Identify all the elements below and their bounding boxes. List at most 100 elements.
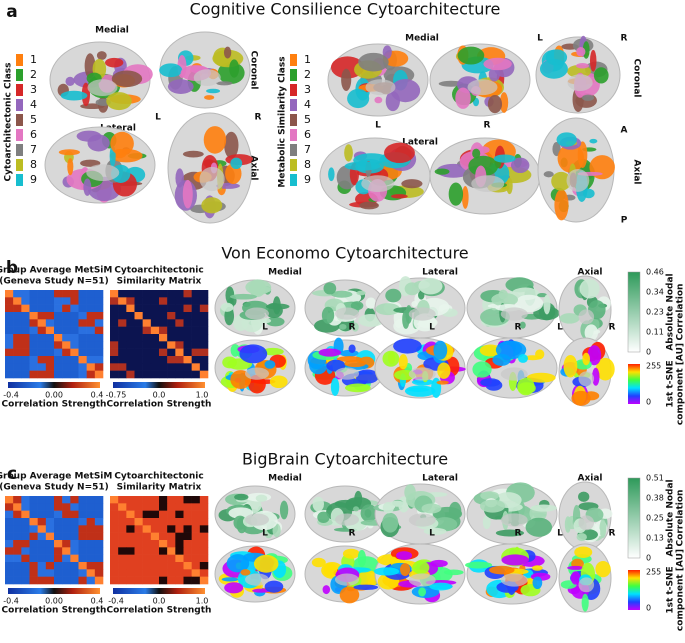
matrix-cell — [45, 510, 55, 519]
matrix-cell — [37, 569, 47, 577]
matrix-cell — [150, 496, 160, 504]
brain-region — [576, 533, 587, 542]
brain-region — [229, 293, 257, 300]
brain-region — [365, 297, 377, 309]
label: Medial — [268, 268, 302, 278]
matrix-cell — [159, 503, 168, 511]
brain-core — [578, 577, 595, 593]
matrix-cell — [175, 562, 184, 570]
matrix-cell — [21, 554, 30, 563]
brain-region — [323, 563, 338, 577]
matrix-cell — [62, 319, 71, 327]
matrix-cell — [54, 503, 63, 511]
label: 0 — [646, 348, 651, 357]
brain-region — [582, 352, 591, 366]
label: Metabolic Similarity Class — [278, 56, 288, 187]
matrix-cell — [159, 304, 168, 313]
matrix-cell — [159, 532, 168, 541]
brain-region — [255, 494, 268, 502]
matrix-cell — [70, 569, 79, 577]
matrix-cell — [5, 518, 14, 526]
matrix-cell — [118, 554, 127, 563]
matrix-cell — [199, 525, 209, 533]
matrix-cell — [183, 496, 192, 504]
matrix-cell — [94, 547, 104, 555]
label: L — [557, 323, 563, 333]
legend-swatch — [290, 114, 297, 126]
brain-core — [193, 69, 221, 86]
matrix-cell — [199, 503, 209, 511]
label: P — [621, 216, 628, 226]
matrix-cell — [110, 356, 119, 364]
matrix-cell — [175, 341, 184, 349]
brain-core — [578, 309, 595, 325]
matrix-cell — [78, 547, 87, 555]
matrix-cell — [37, 341, 47, 349]
matrix-cell — [110, 341, 119, 349]
brain-region — [592, 367, 600, 386]
brain-image — [214, 545, 296, 603]
label: 0.00 — [45, 391, 63, 400]
label: 0.11 — [646, 328, 664, 337]
matrix-cell — [134, 576, 143, 585]
matrix — [110, 290, 209, 379]
matrix-cell — [86, 363, 96, 371]
label: BigBrain Cytoarchitecture — [242, 450, 448, 469]
matrix-cell — [134, 510, 143, 519]
matrix-cell — [183, 540, 192, 548]
brain-region — [206, 88, 221, 94]
matrix-cell — [86, 569, 96, 577]
brain-region — [404, 385, 436, 397]
matrix-cell — [167, 334, 176, 342]
matrix-cell — [13, 341, 22, 349]
label: Axial — [577, 268, 602, 278]
brain-core — [245, 367, 269, 380]
legend-swatch — [16, 114, 23, 126]
brain-region — [567, 565, 584, 570]
brain-region — [579, 278, 600, 299]
matrix-cell — [126, 569, 135, 577]
legend-swatch — [290, 129, 297, 141]
brain-region — [312, 496, 325, 512]
matrix-cell — [183, 363, 192, 371]
label: Similarity Matrix — [117, 277, 202, 287]
matrix-cell — [5, 348, 14, 357]
brain-image — [304, 545, 386, 604]
brain-region — [539, 59, 568, 79]
matrix-cell — [29, 576, 38, 585]
brain-region — [87, 134, 110, 152]
matrix-cell — [54, 290, 63, 298]
matrix-cell — [150, 334, 160, 342]
label: Correlation Strength — [107, 400, 212, 410]
matrix-cell — [175, 547, 184, 555]
matrix-cell — [175, 569, 184, 577]
matrix-cell — [29, 370, 38, 379]
brain-image — [466, 482, 558, 545]
matrix-cell — [134, 547, 143, 555]
colorbar — [627, 271, 641, 353]
matrix-cell — [167, 348, 176, 357]
matrix-cell — [78, 518, 87, 526]
brain-region — [67, 158, 74, 176]
matrix-cell — [62, 540, 71, 548]
brain-region — [570, 571, 581, 585]
brain-region — [105, 57, 124, 68]
matrix-cell — [13, 370, 22, 379]
matrix-cell — [118, 341, 127, 349]
brain-region — [390, 78, 421, 103]
matrix-cell — [142, 532, 152, 541]
brain-region — [404, 484, 416, 501]
brain-region — [423, 527, 447, 535]
brain-core — [500, 573, 528, 587]
matrix-cell — [199, 363, 209, 371]
matrix-cell — [62, 496, 71, 504]
matrix-cell — [62, 554, 71, 563]
brain-image — [214, 485, 296, 543]
brain-region — [222, 356, 237, 369]
matrix-cell — [37, 304, 47, 313]
brain-region — [201, 197, 223, 214]
matrix-cell — [86, 312, 96, 320]
brain-region — [266, 316, 285, 327]
label: 0.46 — [646, 268, 664, 277]
matrix-cell — [150, 576, 160, 585]
